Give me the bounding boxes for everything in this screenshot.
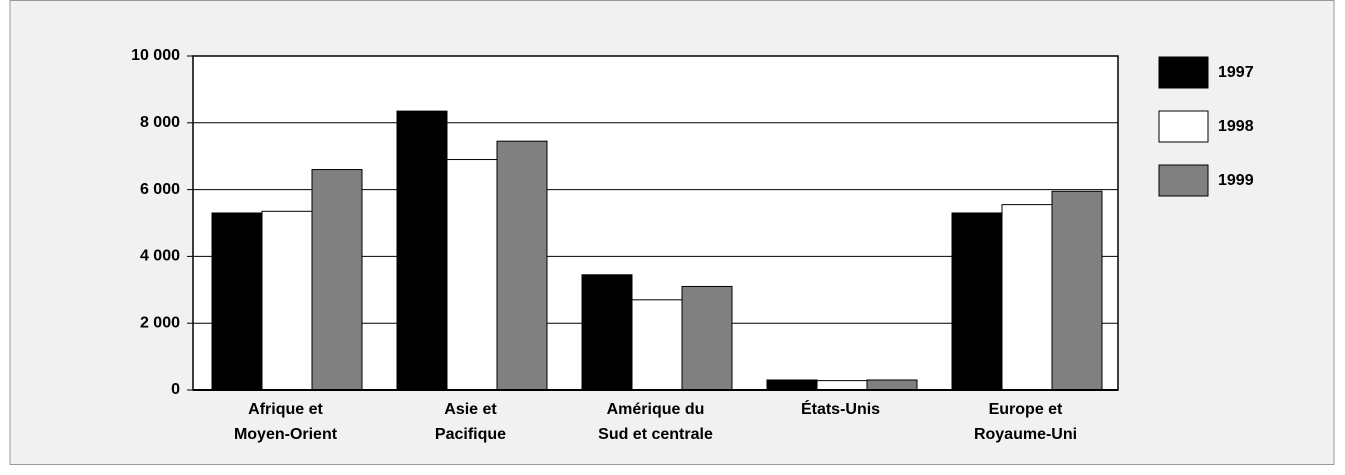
bar <box>211 212 263 391</box>
legend-label: 1997 <box>1218 64 1254 81</box>
y-tick-label: 4 000 <box>140 248 180 265</box>
bar <box>496 140 548 391</box>
legend-label: 1999 <box>1218 172 1254 189</box>
bar <box>766 379 818 391</box>
bar <box>311 169 363 391</box>
y-tick-label: 2 000 <box>140 314 180 331</box>
legend-swatch <box>1158 56 1209 89</box>
bar <box>866 379 918 391</box>
legend-label: 1998 <box>1218 118 1254 135</box>
y-tick-label: 0 <box>171 381 180 398</box>
legend-swatch <box>1158 110 1209 143</box>
x-tick-label: Europe et Royaume-Uni <box>973 401 1078 443</box>
bar <box>396 110 448 391</box>
bar <box>1001 204 1053 391</box>
legend-swatch <box>1158 164 1209 197</box>
bar <box>1051 190 1103 391</box>
y-tick-label: 6 000 <box>140 181 180 198</box>
bar <box>581 274 633 391</box>
x-tick-label: Amérique du Sud et centrale <box>598 401 713 443</box>
bar <box>681 285 733 391</box>
y-tick-label: 10 000 <box>131 47 180 64</box>
x-tick-label: Afrique et Moyen-Orient <box>233 401 338 443</box>
bar <box>951 212 1003 391</box>
bar <box>816 380 868 391</box>
x-tick-label: États-Unis <box>800 401 881 418</box>
bar <box>261 210 313 391</box>
bar <box>631 299 683 391</box>
x-tick-label: Asie et Pacifique <box>434 401 507 443</box>
bar <box>446 159 498 391</box>
y-tick-label: 8 000 <box>140 114 180 131</box>
